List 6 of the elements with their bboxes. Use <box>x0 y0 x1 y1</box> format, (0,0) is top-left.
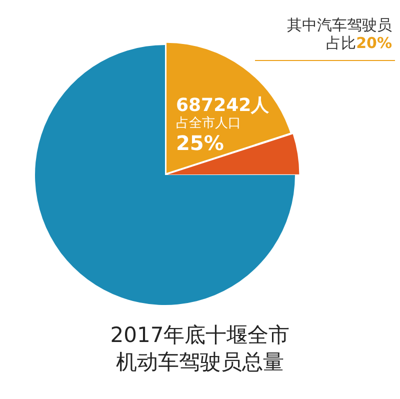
text: 其中汽车驾驶员 <box>287 16 392 34</box>
text: 占比20% <box>325 34 392 52</box>
text: 687242人 <box>176 95 270 116</box>
text: 2017年底十堰全市机动车驾驶员总量 <box>109 322 291 376</box>
text: 25% <box>176 130 225 155</box>
text: 占全市人口 <box>176 116 242 132</box>
